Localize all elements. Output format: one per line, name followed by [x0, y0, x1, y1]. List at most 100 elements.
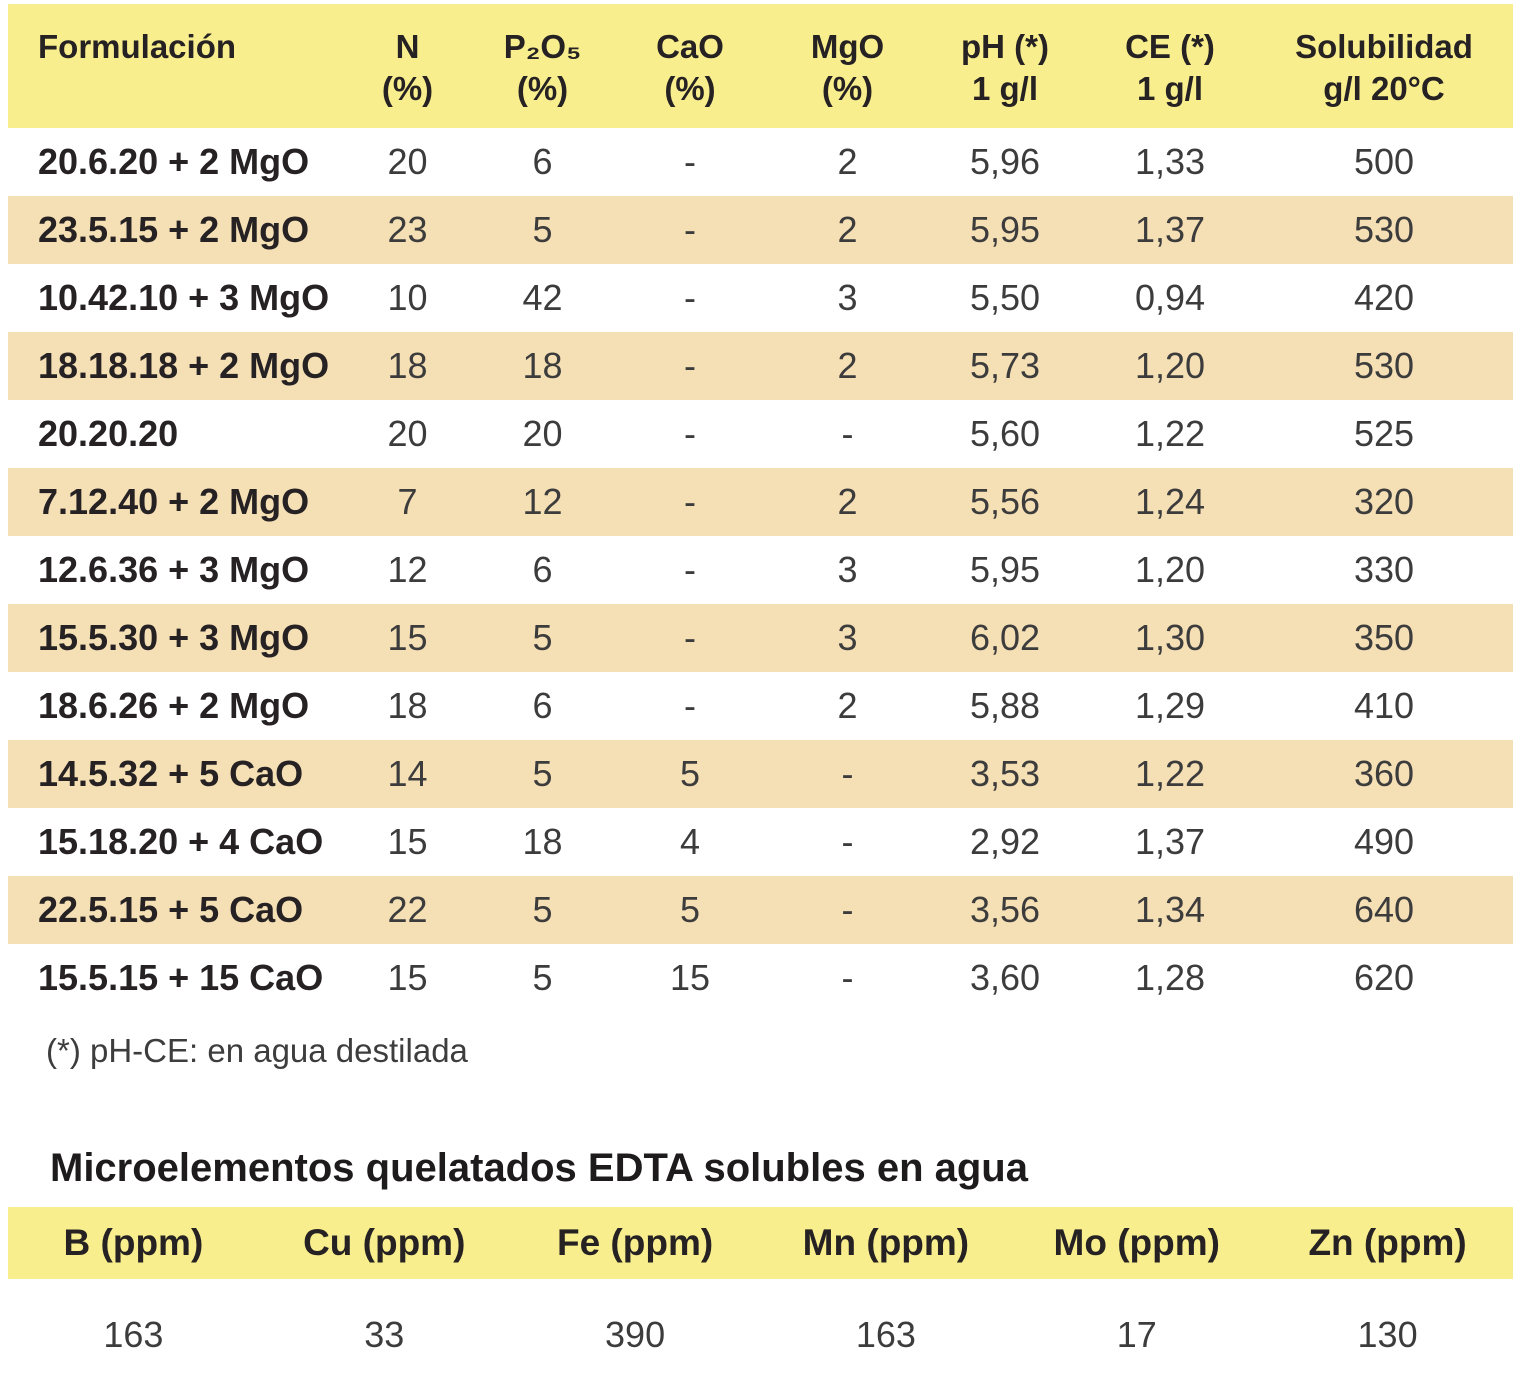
- table-row: 15.18.20 + 4 CaO 15 18 4 - 2,92 1,37 490: [8, 808, 1513, 876]
- cao-value: -: [684, 549, 696, 590]
- header-line1: pH (*): [961, 28, 1049, 65]
- microelements-table: B (ppm) Cu (ppm) Fe (ppm) Mn (ppm) Mo (p…: [8, 1207, 1513, 1384]
- header-line2: (%): [381, 70, 434, 107]
- ph-value: 5,60: [969, 413, 1041, 454]
- column-header-zn: Zn (ppm): [1308, 1222, 1467, 1263]
- cao-value: 4: [679, 821, 701, 862]
- table-row: 14.5.32 + 5 CaO 14 5 5 - 3,53 1,22 360: [8, 740, 1513, 808]
- p2o5-value: 6: [532, 685, 553, 726]
- n-value: 18: [387, 345, 428, 386]
- solubility-value: 530: [1353, 345, 1415, 386]
- formulation-label: 10.42.10 + 3 MgO: [38, 277, 330, 318]
- header-line2: (%): [664, 70, 716, 107]
- mgo-value: -: [841, 957, 854, 998]
- n-value: 10: [387, 277, 428, 318]
- p2o5-value: 5: [532, 209, 553, 250]
- ce-value: 1,29: [1134, 685, 1206, 726]
- p2o5-value: 12: [522, 481, 563, 522]
- header-line1: CaO: [656, 28, 724, 65]
- solubility-value: 350: [1353, 617, 1415, 658]
- p2o5-value: 5: [532, 617, 553, 658]
- p2o5-value: 5: [532, 889, 553, 930]
- table-row: 20.20.20 20 20 - - 5,60 1,22 525: [8, 400, 1513, 468]
- column-header-solubilidad: Solubilidad g/l 20°C: [1255, 4, 1513, 128]
- micro-header-row: B (ppm) Cu (ppm) Fe (ppm) Mn (ppm) Mo (p…: [8, 1207, 1513, 1279]
- formulations-table: Formulación N (%) P₂O₅ (%) CaO (%) MgO: [8, 4, 1513, 1012]
- ce-value: 1,20: [1134, 549, 1206, 590]
- ph-value: 5,73: [969, 345, 1041, 386]
- cao-value: 15: [669, 957, 711, 998]
- header-line1: CE (*): [1125, 28, 1215, 65]
- table-header-row: Formulación N (%) P₂O₅ (%) CaO (%) MgO: [8, 4, 1513, 128]
- table-row: 23.5.15 + 2 MgO 23 5 - 2 5,95 1,37 530: [8, 196, 1513, 264]
- header-line2: 1 g/l: [971, 70, 1039, 107]
- formulation-label: 20.6.20 + 2 MgO: [38, 141, 310, 182]
- n-value: 23: [387, 209, 428, 250]
- header-line2: (%): [821, 70, 874, 107]
- table-row: 15.5.15 + 15 CaO 15 5 15 - 3,60 1,28 620: [8, 944, 1513, 1012]
- ce-value: 0,94: [1134, 277, 1206, 318]
- table-row: 20.6.20 + 2 MgO 20 6 - 2 5,96 1,33 500: [8, 128, 1513, 196]
- ce-value: 1,37: [1134, 209, 1206, 250]
- p2o5-value: 5: [532, 957, 553, 998]
- p2o5-value: 18: [522, 821, 563, 862]
- table-row: 18.18.18 + 2 MgO 18 18 - 2 5,73 1,20 530: [8, 332, 1513, 400]
- mgo-value: -: [841, 753, 854, 794]
- formulation-label: 15.5.30 + 3 MgO: [38, 617, 310, 658]
- header-line2: (%): [516, 70, 569, 107]
- p2o5-value: 20: [522, 413, 563, 454]
- cao-value: -: [684, 209, 696, 250]
- cao-value: -: [684, 141, 696, 182]
- ce-value: 1,22: [1134, 413, 1206, 454]
- column-header-mn: Mn (ppm): [802, 1222, 970, 1263]
- table-row: 15.5.30 + 3 MgO 15 5 - 3 6,02 1,30 350: [8, 604, 1513, 672]
- solubility-value: 360: [1353, 753, 1415, 794]
- solubility-value: 500: [1353, 141, 1415, 182]
- header-line1: MgO: [810, 28, 885, 65]
- ce-value: 1,34: [1134, 889, 1206, 930]
- footnote: (*) pH-CE: en agua destilada: [46, 1032, 468, 1069]
- n-value: 7: [397, 481, 418, 522]
- solubility-value: 320: [1353, 481, 1415, 522]
- mgo-value: 2: [837, 481, 858, 522]
- column-header-ce: CE (*) 1 g/l: [1085, 4, 1255, 128]
- b-value: 163: [103, 1314, 164, 1355]
- ce-value: 1,24: [1134, 481, 1206, 522]
- zn-value: 130: [1357, 1314, 1418, 1355]
- formulation-label: 15.18.20 + 4 CaO: [38, 821, 324, 862]
- formulation-label: 14.5.32 + 5 CaO: [38, 753, 304, 794]
- cao-value: -: [684, 481, 696, 522]
- table-row: 7.12.40 + 2 MgO 7 12 - 2 5,56 1,24 320: [8, 468, 1513, 536]
- mgo-value: -: [841, 821, 854, 862]
- cao-value: 5: [679, 889, 701, 930]
- mgo-value: 3: [837, 617, 858, 658]
- ce-value: 1,22: [1134, 753, 1206, 794]
- table-row: 10.42.10 + 3 MgO 10 42 - 3 5,50 0,94 420: [8, 264, 1513, 332]
- column-header-n: N (%): [340, 4, 475, 128]
- cao-value: -: [684, 277, 696, 318]
- ph-value: 5,96: [969, 141, 1041, 182]
- header-line1: P₂O₅: [503, 28, 582, 65]
- ph-value: 3,60: [969, 957, 1041, 998]
- n-value: 20: [387, 413, 428, 454]
- ph-value: 3,56: [969, 889, 1041, 930]
- mn-value: 163: [855, 1314, 916, 1355]
- column-header-cu: Cu (ppm): [303, 1222, 466, 1263]
- solubility-value: 330: [1353, 549, 1415, 590]
- p2o5-value: 6: [532, 141, 553, 182]
- n-value: 22: [387, 889, 428, 930]
- solubility-value: 530: [1353, 209, 1415, 250]
- formulation-label: 22.5.15 + 5 CaO: [38, 889, 304, 930]
- formulation-label: 18.18.18 + 2 MgO: [38, 345, 330, 386]
- p2o5-value: 6: [532, 549, 553, 590]
- p2o5-value: 5: [532, 753, 553, 794]
- fe-value: 390: [605, 1314, 666, 1355]
- solubility-value: 490: [1353, 821, 1415, 862]
- column-header-mgo: MgO (%): [770, 4, 925, 128]
- n-value: 15: [387, 617, 428, 658]
- cu-value: 33: [364, 1314, 405, 1355]
- table-row: 18.6.26 + 2 MgO 18 6 - 2 5,88 1,29 410: [8, 672, 1513, 740]
- column-header-fe: Fe (ppm): [556, 1222, 714, 1263]
- column-header-p2o5: P₂O₅ (%): [475, 4, 610, 128]
- table-row: 12.6.36 + 3 MgO 12 6 - 3 5,95 1,20 330: [8, 536, 1513, 604]
